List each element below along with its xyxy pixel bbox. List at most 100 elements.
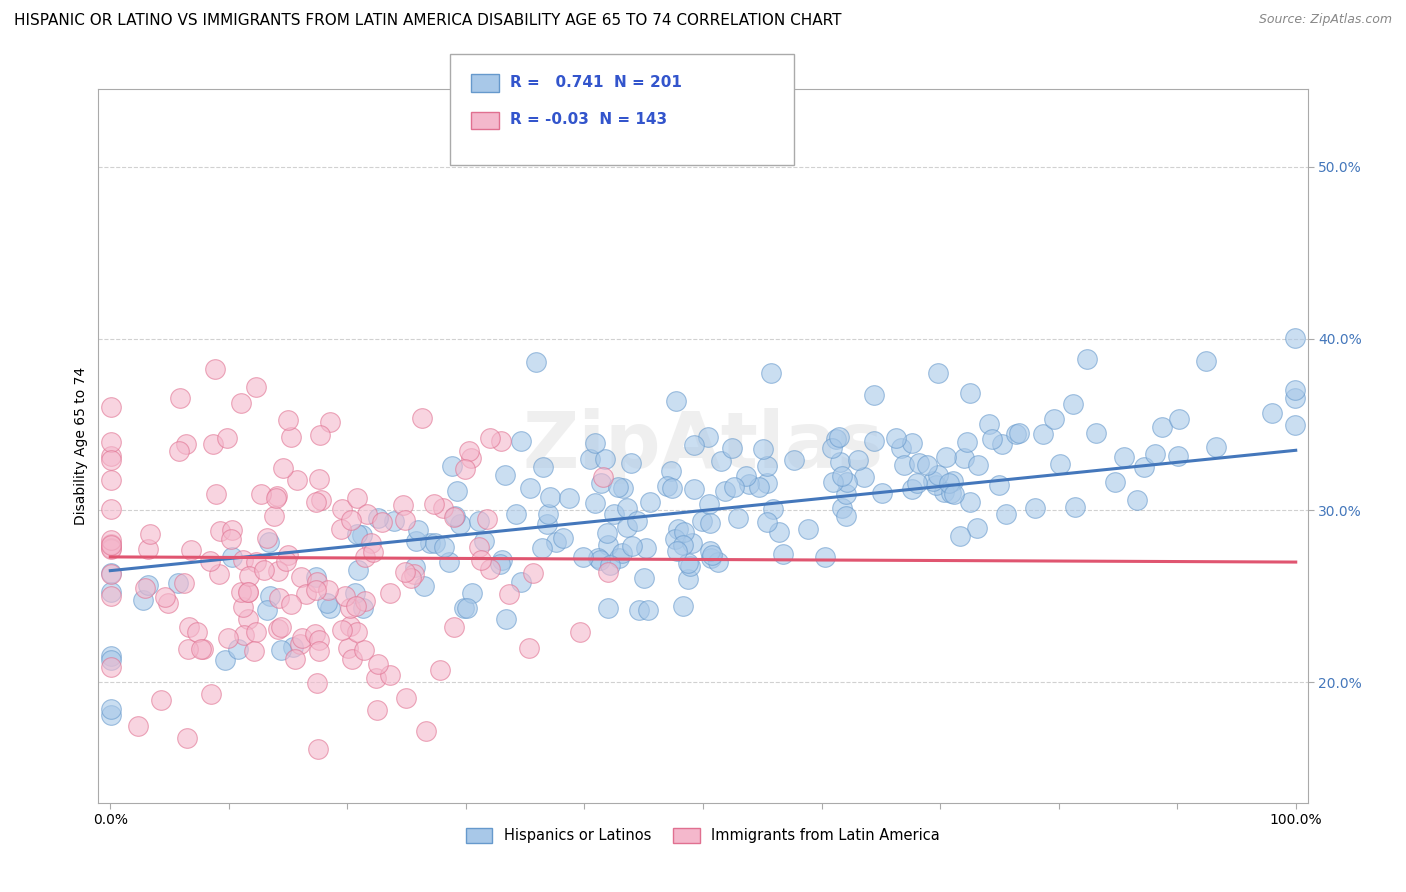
Point <box>1062 397 1084 411</box>
Point <box>927 467 949 482</box>
Point <box>595 452 617 467</box>
Point <box>136 578 159 592</box>
Point <box>305 570 328 584</box>
Point <box>380 668 402 682</box>
Point <box>557 491 579 505</box>
Point <box>226 641 249 656</box>
Point <box>752 442 775 457</box>
Point <box>169 391 191 405</box>
Point <box>607 551 630 566</box>
Point <box>592 470 614 484</box>
Point <box>443 620 465 634</box>
Point <box>699 543 721 558</box>
Point <box>509 434 531 448</box>
Point <box>305 583 328 598</box>
Point <box>100 660 122 674</box>
Point <box>305 574 328 589</box>
Y-axis label: Disability Age 65 to 74: Disability Age 65 to 74 <box>75 367 89 525</box>
Point <box>215 431 238 445</box>
Point <box>366 671 388 685</box>
Point <box>536 516 558 531</box>
Point <box>479 431 502 445</box>
Point <box>579 452 602 467</box>
Point <box>901 435 924 450</box>
Point <box>330 522 353 536</box>
Point <box>588 551 610 566</box>
Point <box>949 529 972 543</box>
Point <box>814 549 837 564</box>
Point <box>1112 450 1135 464</box>
Point <box>676 556 699 570</box>
Point <box>356 507 378 521</box>
Point <box>335 589 357 603</box>
Point <box>318 415 340 429</box>
Point <box>682 438 704 452</box>
Point <box>308 644 330 658</box>
Point <box>461 585 484 599</box>
Point <box>415 723 437 738</box>
Point <box>1284 383 1306 397</box>
Point <box>981 432 1004 446</box>
Point <box>330 623 353 637</box>
Point <box>1049 457 1071 471</box>
Point <box>304 627 326 641</box>
Point <box>291 631 314 645</box>
Point <box>697 497 720 511</box>
Point <box>1260 406 1282 420</box>
Point <box>204 362 226 376</box>
Point <box>270 620 292 634</box>
Point <box>100 542 122 557</box>
Point <box>925 477 948 491</box>
Point <box>1152 420 1174 434</box>
Point <box>422 497 444 511</box>
Point <box>659 464 682 478</box>
Point <box>472 533 495 548</box>
Point <box>772 547 794 561</box>
Point <box>994 507 1017 521</box>
Point <box>616 500 638 515</box>
Point <box>612 481 634 495</box>
Point <box>346 491 368 506</box>
Point <box>139 527 162 541</box>
Point <box>307 676 329 690</box>
Point <box>271 461 294 475</box>
Point <box>627 603 650 617</box>
Point <box>956 434 979 449</box>
Point <box>176 437 198 451</box>
Point <box>394 565 416 579</box>
Point <box>100 434 122 449</box>
Point <box>100 541 122 555</box>
Point <box>713 483 735 498</box>
Point <box>959 495 981 509</box>
Point <box>943 487 966 501</box>
Point <box>444 508 467 523</box>
Point <box>748 480 770 494</box>
Point <box>284 651 307 665</box>
Point <box>347 563 370 577</box>
Point <box>583 435 606 450</box>
Point <box>180 543 202 558</box>
Point <box>905 476 928 491</box>
Text: Source: ZipAtlas.com: Source: ZipAtlas.com <box>1258 13 1392 27</box>
Point <box>636 541 658 555</box>
Point <box>100 702 122 716</box>
Point <box>405 534 427 549</box>
Point <box>583 496 606 510</box>
Point <box>100 707 122 722</box>
Point <box>404 566 426 581</box>
Point <box>991 437 1014 451</box>
Point <box>276 553 298 567</box>
Point <box>678 572 700 586</box>
Point <box>425 536 447 550</box>
Point <box>176 731 198 746</box>
Point <box>831 500 853 515</box>
Point <box>360 536 382 550</box>
Point <box>927 366 949 380</box>
Point <box>1042 412 1064 426</box>
Point <box>942 475 965 489</box>
Point <box>330 501 353 516</box>
Point <box>209 524 232 538</box>
Point <box>264 491 287 506</box>
Point <box>706 555 728 569</box>
Point <box>672 538 695 552</box>
